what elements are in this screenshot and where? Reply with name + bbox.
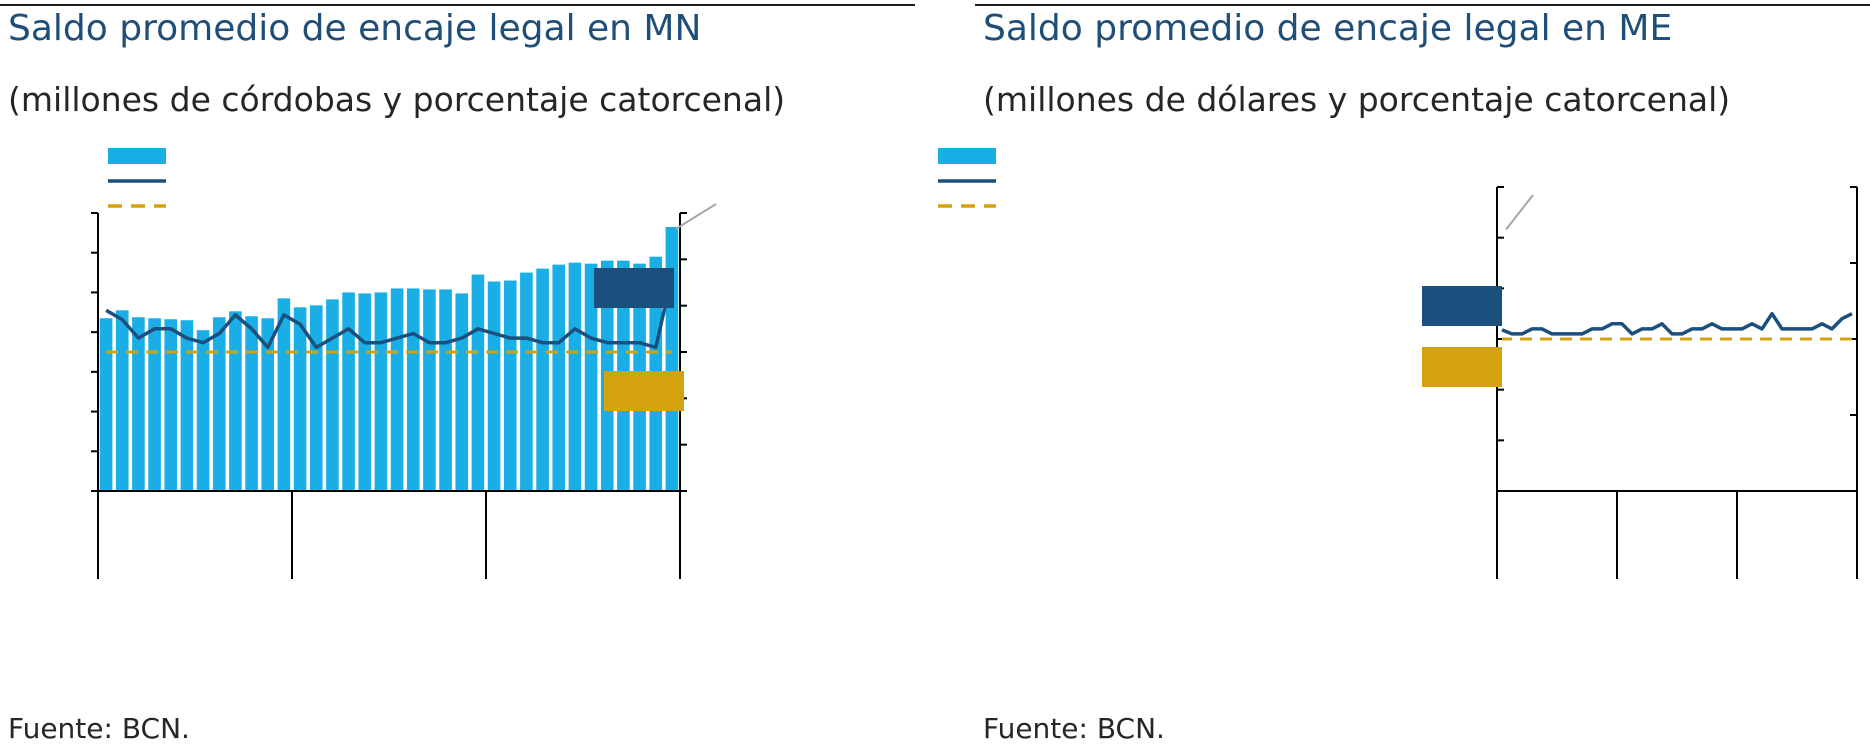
bar — [277, 298, 291, 491]
source-note: Fuente: BCN. — [983, 712, 1165, 745]
bar — [358, 293, 372, 491]
panel-subtitle: (millones de dólares y porcentaje catorc… — [983, 80, 1731, 119]
bar — [503, 280, 517, 491]
bar — [439, 289, 452, 491]
bar — [293, 307, 307, 491]
panel-me: Saldo promedio de encaje legal en ME (mi… — [938, 0, 1870, 754]
top-rule — [0, 4, 915, 6]
bar — [374, 292, 388, 491]
rate-label-box — [594, 268, 674, 308]
panel-mn: Saldo promedio de encaje legal en MN (mi… — [0, 0, 915, 754]
rate-label-box — [1422, 347, 1502, 387]
panel-title: Saldo promedio de encaje legal en ME — [983, 8, 1673, 49]
rate-label-box — [604, 371, 684, 411]
chart-me — [938, 148, 1858, 579]
bar — [568, 262, 582, 491]
bar — [196, 330, 210, 491]
bar — [99, 318, 113, 491]
bar — [342, 292, 355, 491]
callout-leader — [675, 203, 717, 230]
bar — [115, 310, 129, 491]
bar — [487, 281, 501, 491]
bar — [212, 317, 226, 491]
bar — [584, 263, 598, 491]
bar — [132, 317, 145, 491]
bar — [455, 293, 469, 491]
source-note: Fuente: BCN. — [8, 712, 190, 745]
bar — [520, 272, 533, 491]
bar — [665, 226, 679, 491]
rate-label-box — [1422, 286, 1502, 326]
bar — [536, 268, 549, 491]
chart-mn — [91, 148, 717, 579]
bar — [326, 299, 339, 491]
panel-title: Saldo promedio de encaje legal en MN — [8, 8, 702, 49]
panel-subtitle: (millones de córdobas y porcentaje cator… — [8, 80, 786, 119]
bar — [229, 311, 242, 491]
bar — [309, 305, 323, 491]
bar — [261, 318, 275, 491]
callout-leader — [1505, 194, 1534, 231]
bar — [406, 288, 420, 491]
bar — [245, 316, 258, 491]
bar — [148, 318, 161, 491]
bar — [552, 264, 566, 491]
bar — [423, 289, 436, 491]
top-rule — [975, 4, 1870, 6]
series-tasa-efectiva-line — [1501, 311, 1853, 336]
legend-swatch-bar — [108, 148, 166, 164]
bar — [390, 288, 404, 491]
bar — [164, 319, 178, 491]
series-tasa-efectiva-line — [105, 275, 674, 350]
bar — [180, 320, 194, 491]
bar — [471, 274, 485, 491]
legend-swatch-bar — [938, 148, 996, 164]
